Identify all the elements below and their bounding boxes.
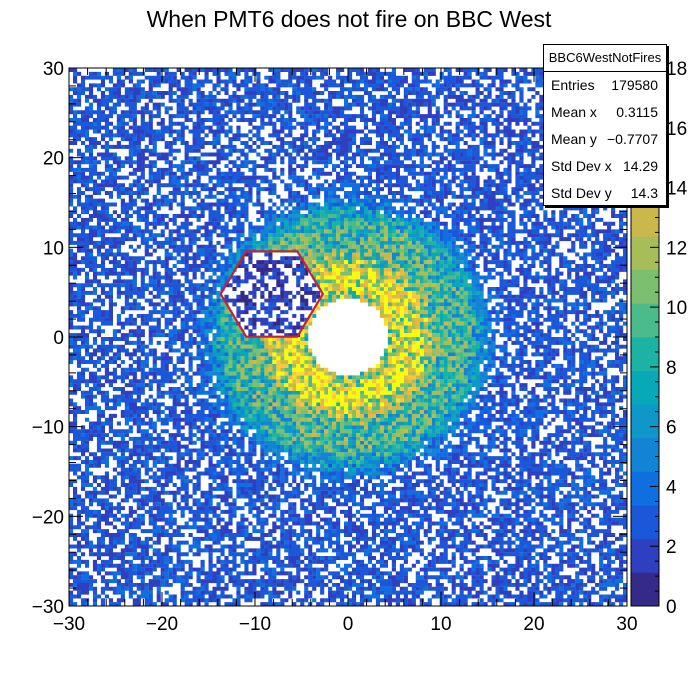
palette-band [631,269,659,304]
y-tick-label: −20 [32,507,64,528]
heatmap-cell-group [276,252,432,418]
y-axis-ticks: −30 −20 −10 0 10 20 30 [32,59,627,618]
palette-band [631,572,659,607]
hexagon-annotation [219,250,325,338]
x-tick-label: 20 [523,614,544,635]
stats-box-name: BBC6WestNotFires [544,45,666,72]
z-tick-label: 10 [666,298,687,319]
x-tick-label: −10 [239,614,271,635]
x-tick-label: −30 [53,614,85,635]
stats-row-mean-y: Mean y −0.7707 [544,126,666,153]
z-tick-label: 2 [666,537,677,558]
chart-title: When PMT6 does not fire on BBC West [146,6,552,32]
z-tick-label: 6 [666,418,677,439]
stats-row-std-dev-y: Std Dev y 14.3 [544,180,666,207]
stats-row-std-dev-x: Std Dev x 14.29 [544,153,666,180]
y-tick-label: 30 [43,59,64,80]
palette-band [631,337,659,371]
stats-label: Mean x [551,104,597,120]
y-tick-label: 10 [43,238,64,259]
heatmap-cell-group [268,260,428,414]
y-tick-label: 0 [53,328,64,349]
y-tick-label: 20 [43,149,64,170]
stats-row-entries: Entries 179580 [544,72,666,99]
z-tick-label: 16 [666,119,687,140]
stats-row-mean-x: Mean x 0.3115 [544,99,666,126]
z-tick-label: 14 [666,179,688,200]
palette-band [631,471,659,506]
z-tick-label: 18 [666,59,687,80]
palette-band [631,538,659,573]
palette-band [631,202,659,237]
heatmap-cell-group [212,202,488,472]
palette-band [631,404,659,439]
palette-band [631,370,659,405]
heatmap-cell-group [69,68,628,607]
stats-label: Entries [551,77,595,93]
heatmap-cell-group [228,221,472,453]
stats-value: 14.29 [622,158,658,174]
heatmap-cells [69,68,628,607]
x-tick-label: 10 [430,614,451,635]
stats-label: Std Dev x [551,158,612,174]
palette-band [631,505,659,540]
z-tick-label: 8 [666,358,677,379]
x-tick-label: 0 [343,614,354,635]
stats-value: 179580 [611,77,658,93]
y-tick-label: −30 [32,597,64,618]
x-tick-label: −20 [146,614,178,635]
z-tick-label: 0 [666,597,677,618]
y-tick-label: −10 [32,418,64,439]
z-tick-label: 12 [666,238,687,259]
stats-value: 14.3 [630,185,658,201]
x-axis-ticks: −30 −20 −10 0 10 20 30 [53,68,638,635]
palette-band [631,437,659,472]
palette-band [631,303,659,338]
stats-value: −0.7707 [607,131,658,147]
stats-label: Mean y [551,131,597,147]
palette-band [631,236,659,271]
z-tick-label: 4 [666,477,677,498]
x-tick-label: 30 [616,614,637,635]
stats-label: Std Dev y [551,185,612,201]
z-axis-ticks: 0 2 4 6 8 10 12 14 16 18 [650,59,688,618]
stats-box: BBC6WestNotFires Entries 179580 Mean x 0… [543,44,667,206]
stats-value: 0.3115 [616,104,658,120]
